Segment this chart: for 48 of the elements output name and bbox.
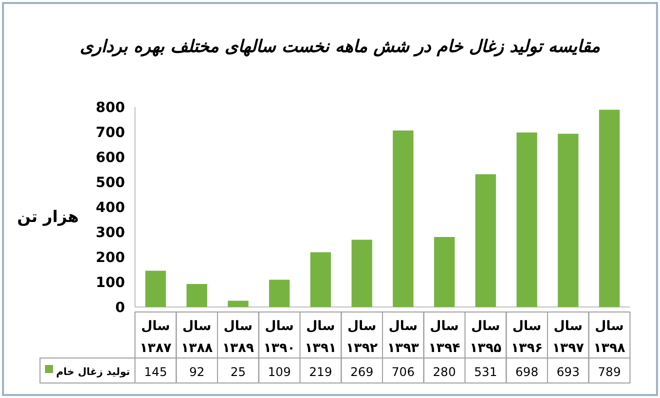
bar [145,270,166,307]
x-tick-label: سال ۱۳۹۸ [594,319,626,356]
bar [599,110,620,307]
data-label: 698 [515,365,538,379]
bar [392,130,414,307]
bar [310,252,331,307]
data-label: 693 [556,365,580,379]
data-label: 92 [189,365,205,379]
y-tick-label: 200 [96,250,126,266]
legend-label: تولید زغال خام [56,367,130,378]
data-label: 145 [144,365,168,379]
bar [516,132,538,307]
data-label: 109 [268,365,291,379]
x-tick-label: سال ۱۳۸۸ [181,319,213,356]
data-label: 706 [392,365,415,379]
y-tick-label: 300 [96,225,126,241]
bar [186,284,208,307]
chart-title: مقایسه تولید زغال خام در شش ماهه نخست سالهای مختلف بهره برداری [80,37,602,57]
bar [228,300,248,307]
data-label: 25 [230,365,246,379]
x-tick-label: سال ۱۳۹۰ [264,319,296,356]
bar [558,134,578,307]
bar [434,237,455,307]
x-tick-label: سال ۱۳۹۵ [470,319,502,356]
data-label: 280 [432,365,456,379]
x-tick-label: سال ۱۳۹۱ [304,319,336,356]
data-label: 269 [350,365,374,379]
x-tick-label: سال ۱۳۹۳ [387,319,420,356]
y-tick-label: 100 [96,275,126,291]
y-axis-title: هزار تن [17,207,79,226]
y-tick-label: 600 [96,150,126,166]
x-tick-label: سال ۱۳۸۹ [222,319,254,356]
y-tick-label: 700 [96,125,126,141]
x-tick-label: سال ۱۳۹۷ [552,319,584,356]
y-tick-label: 0 [115,300,126,316]
bar [269,280,290,307]
x-tick-label: سال ۱۳۹۲ [346,319,378,356]
data-label: 219 [309,365,332,379]
y-tick-label: 400 [96,200,126,216]
data-label: 531 [474,365,498,379]
y-tick-label: 800 [96,100,126,116]
bar [475,174,496,307]
y-tick-label: 500 [96,175,126,191]
x-tick-label: سال ۱۳۸۷ [140,319,172,356]
x-tick-label: سال ۱۳۹۶ [511,319,543,356]
data-label: 789 [598,365,621,379]
bar [352,240,372,307]
x-tick-label: سال ۱۳۹۴ [428,319,460,356]
